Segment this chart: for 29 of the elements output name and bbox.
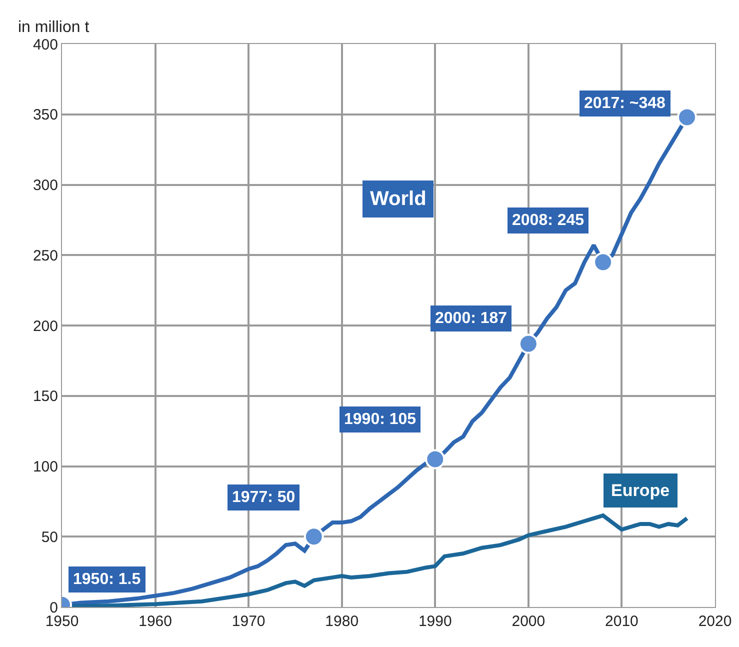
point (304, 526, 324, 547)
series-label: Europe (611, 481, 670, 500)
point (518, 334, 538, 354)
x-tick-label: 2010 (605, 613, 638, 630)
y-tick-label: 100 (32, 458, 58, 476)
y-tick-label: 350 (32, 106, 58, 124)
y-axis-title: in million t (18, 19, 90, 36)
annotation: 1950: 1.5 (73, 571, 141, 588)
x-tick-label: 2020 (698, 613, 732, 630)
y-tick-label: 250 (32, 247, 58, 264)
annotation: 2017: ~348 (584, 95, 666, 112)
annotation: 1990: 105 (344, 411, 416, 428)
x-tick-label: 1980 (325, 613, 359, 630)
text: World (370, 188, 426, 210)
x-tick-label: 2000 (512, 613, 546, 630)
y-tick-label: 300 (32, 177, 58, 194)
annotation: 1977: 50 (232, 489, 296, 506)
x-tick-label: 1960 (138, 613, 172, 630)
y-tick-label: 50 (41, 528, 58, 546)
x-tick-label: 1970 (232, 613, 266, 630)
y-tick-label: 150 (32, 388, 58, 406)
y-tick-label: 200 (32, 318, 58, 335)
x-tick-label: 1990 (418, 613, 452, 630)
point (677, 107, 698, 128)
annotation: 2000: 187 (435, 310, 508, 327)
y-tick-label: 400 (32, 36, 58, 54)
annotation: 2008: 245 (512, 212, 584, 229)
point (593, 252, 614, 272)
point (425, 449, 446, 470)
